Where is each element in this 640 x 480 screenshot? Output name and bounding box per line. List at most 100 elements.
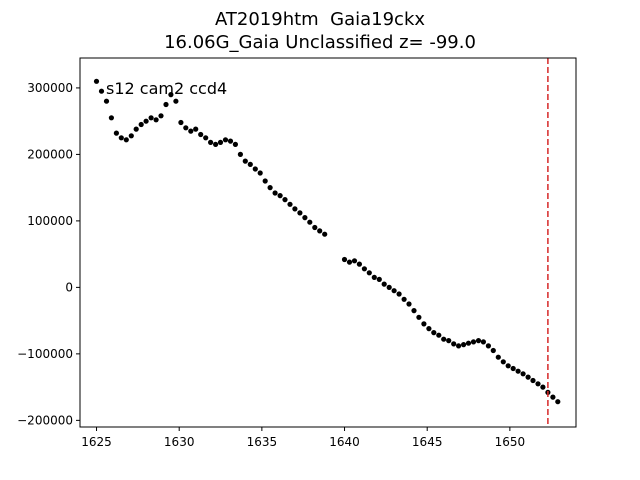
y-axis: −200000 −100000 0 100000 200000 300000	[17, 81, 80, 427]
data-point	[451, 341, 457, 347]
chart-title: AT2019htm Gaia19ckx	[214, 9, 426, 30]
data-point	[322, 231, 328, 237]
data-point	[193, 126, 199, 132]
data-point	[222, 137, 229, 143]
data-point	[118, 135, 124, 141]
data-point	[173, 98, 179, 104]
data-point	[267, 185, 273, 191]
x-tick-label: 1630	[164, 435, 195, 449]
data-point	[555, 399, 561, 405]
chart-annotation: s12 cam2 ccd4	[106, 79, 228, 98]
data-point	[168, 92, 174, 98]
data-point	[515, 368, 521, 374]
data-point	[550, 394, 556, 400]
data-point	[485, 343, 491, 349]
data-point	[361, 266, 367, 272]
data-point	[530, 377, 536, 384]
data-point	[312, 224, 318, 231]
data-point	[446, 338, 452, 344]
data-point	[257, 170, 263, 176]
y-tick-label: 300000	[27, 81, 73, 95]
data-point	[436, 332, 442, 338]
data-point	[123, 137, 129, 143]
data-point	[98, 88, 105, 94]
y-tick-label: −100000	[17, 347, 73, 361]
data-point	[461, 342, 467, 348]
data-point	[282, 197, 288, 203]
data-point	[406, 301, 412, 307]
data-point	[441, 336, 447, 342]
data-point	[520, 371, 526, 377]
data-point	[391, 288, 397, 294]
data-point	[103, 98, 110, 104]
chart-subtitle: 16.06G_Gaia Unclassified z= -99.0	[164, 32, 476, 53]
data-point	[198, 131, 204, 138]
data-point	[346, 259, 353, 265]
data-point	[143, 118, 149, 124]
data-point	[490, 347, 496, 354]
data-point	[287, 201, 293, 207]
data-point	[366, 270, 372, 276]
data-point	[148, 115, 154, 121]
x-tick-label: 1625	[81, 435, 112, 449]
data-point	[247, 161, 253, 167]
data-point	[421, 321, 427, 327]
data-point	[351, 258, 358, 264]
data-point	[465, 340, 472, 346]
data-point	[386, 284, 392, 290]
data-point	[426, 326, 432, 332]
data-point	[505, 363, 511, 369]
data-point	[411, 308, 417, 314]
data-point	[470, 339, 477, 345]
data-point	[292, 206, 298, 212]
x-tick-label: 1650	[495, 435, 526, 449]
data-point	[113, 130, 119, 136]
data-point	[208, 139, 214, 145]
data-point	[237, 151, 243, 157]
x-axis: 1625 1630 1635 1640 1645 1650	[81, 427, 525, 449]
data-point	[108, 115, 114, 121]
data-point	[153, 117, 159, 123]
data-point	[495, 354, 501, 360]
data-point	[416, 314, 422, 320]
data-point	[133, 126, 139, 132]
data-point	[307, 219, 313, 225]
x-tick-label: 1645	[412, 435, 443, 449]
data-point	[431, 330, 437, 336]
data-point	[203, 135, 209, 141]
data-point	[297, 210, 303, 216]
data-point	[401, 296, 407, 302]
data-point	[525, 374, 531, 380]
data-point	[183, 125, 189, 131]
data-point	[93, 78, 100, 84]
data-point	[396, 291, 402, 297]
data-point	[510, 365, 516, 372]
data-point	[227, 138, 234, 144]
x-tick-label: 1635	[247, 435, 278, 449]
data-point	[475, 338, 482, 344]
y-tick-label: 100000	[27, 214, 73, 228]
data-point	[341, 256, 348, 263]
data-point	[376, 276, 382, 282]
data-points	[93, 78, 561, 405]
y-tick-label: −200000	[17, 413, 73, 427]
data-point	[535, 381, 541, 387]
data-point	[138, 121, 144, 128]
data-point	[302, 215, 308, 221]
data-point	[213, 141, 219, 147]
data-point	[163, 101, 169, 108]
data-point	[128, 133, 134, 139]
data-point	[262, 178, 268, 184]
data-point	[252, 166, 258, 172]
data-point	[456, 343, 462, 349]
data-point	[217, 139, 224, 145]
data-point	[158, 113, 164, 119]
data-point	[381, 281, 387, 287]
data-point	[540, 384, 546, 390]
x-tick-label: 1640	[329, 435, 360, 449]
y-tick-label: 0	[65, 280, 73, 294]
data-point	[317, 228, 323, 234]
y-tick-label: 200000	[27, 147, 73, 161]
data-point	[242, 158, 248, 164]
